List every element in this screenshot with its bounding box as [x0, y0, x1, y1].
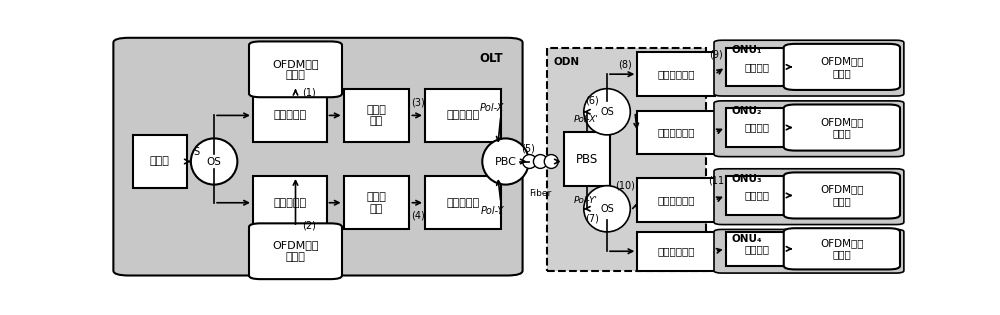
Text: 偏振控制器: 偏振控制器 — [446, 198, 479, 208]
Ellipse shape — [584, 186, 630, 232]
Text: 激光器: 激光器 — [150, 157, 170, 167]
Ellipse shape — [191, 138, 237, 185]
Text: OFDM信号
发射机: OFDM信号 发射机 — [272, 240, 319, 262]
Text: 可调光滤波器: 可调光滤波器 — [657, 246, 695, 256]
Text: ODN: ODN — [554, 57, 580, 67]
Text: 强度调制器: 强度调制器 — [273, 111, 306, 120]
Text: OS: OS — [600, 107, 614, 117]
Text: OFDM信号
接收机: OFDM信号 接收机 — [820, 117, 864, 138]
FancyBboxPatch shape — [784, 105, 900, 151]
Text: 偏振控制器: 偏振控制器 — [446, 111, 479, 120]
FancyBboxPatch shape — [564, 132, 610, 186]
Text: (6): (6) — [585, 96, 599, 106]
Text: Pol-X: Pol-X — [480, 103, 505, 113]
Text: OS: OS — [600, 204, 614, 214]
FancyBboxPatch shape — [784, 172, 900, 219]
FancyBboxPatch shape — [547, 48, 706, 271]
FancyBboxPatch shape — [714, 169, 904, 225]
FancyBboxPatch shape — [726, 232, 788, 266]
FancyBboxPatch shape — [249, 223, 342, 279]
Text: 可调光滤波器: 可调光滤波器 — [657, 69, 695, 79]
Ellipse shape — [533, 155, 547, 169]
Text: (4): (4) — [411, 210, 425, 220]
Text: Pol-Y': Pol-Y' — [574, 196, 598, 205]
Text: PBC: PBC — [495, 157, 516, 167]
Text: ONU₁: ONU₁ — [731, 45, 762, 55]
Ellipse shape — [482, 138, 529, 185]
Text: 带通滤
波器: 带通滤 波器 — [367, 105, 386, 126]
FancyBboxPatch shape — [253, 176, 326, 229]
FancyBboxPatch shape — [726, 48, 788, 86]
Text: (7): (7) — [585, 214, 599, 224]
FancyBboxPatch shape — [344, 176, 409, 229]
Ellipse shape — [523, 155, 537, 169]
Text: (10): (10) — [615, 181, 635, 191]
Text: 可调光滤波器: 可调光滤波器 — [657, 195, 695, 205]
Text: Pol-X': Pol-X' — [574, 115, 599, 123]
Text: (9): (9) — [709, 50, 723, 60]
FancyBboxPatch shape — [425, 89, 501, 142]
Text: (11): (11) — [708, 176, 728, 186]
Text: (5): (5) — [521, 143, 535, 153]
Text: 光电探测: 光电探测 — [744, 123, 769, 133]
Text: (3): (3) — [411, 97, 425, 107]
Text: (2): (2) — [303, 220, 316, 231]
FancyBboxPatch shape — [637, 111, 715, 154]
Text: OFDM信号
接收机: OFDM信号 接收机 — [820, 56, 864, 78]
FancyBboxPatch shape — [714, 229, 904, 273]
FancyBboxPatch shape — [133, 135, 187, 188]
Text: (8): (8) — [618, 60, 632, 70]
Text: OFDM信号
发射机: OFDM信号 发射机 — [272, 59, 319, 80]
FancyBboxPatch shape — [344, 89, 409, 142]
Text: S: S — [193, 147, 199, 157]
Text: 光电探测: 光电探测 — [744, 62, 769, 72]
Text: ONU₄: ONU₄ — [731, 234, 762, 244]
Text: ONU₂: ONU₂ — [731, 106, 762, 116]
FancyBboxPatch shape — [726, 176, 788, 215]
FancyBboxPatch shape — [113, 38, 523, 276]
Text: OLT: OLT — [480, 52, 503, 65]
Text: 可调光滤波器: 可调光滤波器 — [657, 127, 695, 137]
Ellipse shape — [544, 155, 558, 169]
Ellipse shape — [584, 89, 630, 135]
Text: Fiber: Fiber — [529, 189, 552, 198]
FancyBboxPatch shape — [714, 40, 904, 96]
FancyBboxPatch shape — [726, 108, 788, 147]
FancyBboxPatch shape — [784, 228, 900, 269]
Text: OFDM信号
接收机: OFDM信号 接收机 — [820, 238, 864, 260]
Text: (1): (1) — [303, 88, 316, 98]
Text: 光电探测: 光电探测 — [744, 244, 769, 254]
FancyBboxPatch shape — [637, 232, 715, 271]
FancyBboxPatch shape — [714, 101, 904, 157]
Text: ONU₃: ONU₃ — [731, 174, 762, 184]
FancyBboxPatch shape — [425, 176, 501, 229]
Text: 带通滤
波器: 带通滤 波器 — [367, 192, 386, 214]
FancyBboxPatch shape — [637, 179, 715, 222]
Text: OFDM信号
接收机: OFDM信号 接收机 — [820, 185, 864, 206]
Text: PBS: PBS — [576, 152, 598, 166]
FancyBboxPatch shape — [249, 42, 342, 97]
Text: Pol-Y: Pol-Y — [481, 206, 504, 216]
Text: 强度调制器: 强度调制器 — [273, 198, 306, 208]
Text: 光电探测: 光电探测 — [744, 191, 769, 200]
FancyBboxPatch shape — [637, 52, 715, 96]
FancyBboxPatch shape — [784, 44, 900, 90]
FancyBboxPatch shape — [253, 89, 326, 142]
Text: OS: OS — [207, 157, 222, 167]
